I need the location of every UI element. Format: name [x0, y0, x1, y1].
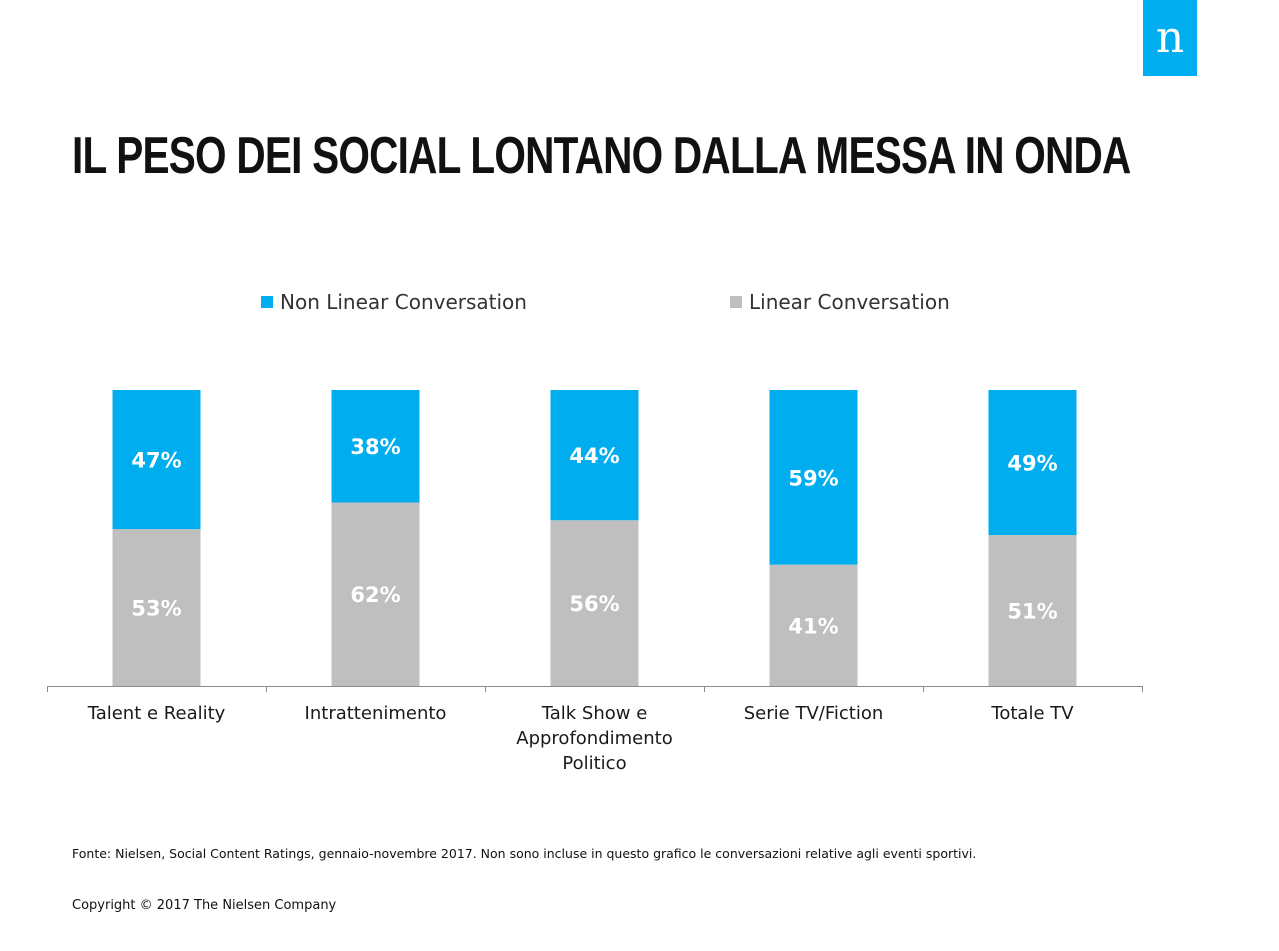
bar-linear-1	[112, 529, 201, 686]
copyright-note: Copyright © 2017 The Nielsen Company	[72, 898, 337, 913]
x-tick-label-1: Talent e Reality	[87, 703, 226, 724]
nielsen-logo: n	[1143, 0, 1197, 76]
page-title: IL PESO DEI SOCIAL LONTANO DALLA MESSA I…	[72, 127, 1131, 185]
legend-label-linear: Linear Conversation	[749, 290, 950, 314]
data-label-non-linear-4: 59%	[788, 466, 838, 490]
x-tick-label-3: Talk Show e Approfondimento Politico	[516, 703, 672, 774]
bar-non-linear-1	[112, 390, 201, 530]
legend-swatch-non-linear	[261, 296, 273, 308]
bar-non-linear-5	[988, 390, 1077, 536]
legend-swatch-linear	[730, 296, 742, 308]
data-label-non-linear-5: 49%	[1007, 452, 1057, 476]
data-label-non-linear-3: 44%	[569, 444, 619, 468]
x-tick-label-2: Intrattenimento	[305, 703, 447, 724]
bar-linear-4	[769, 564, 858, 686]
legend-item-non-linear: Non Linear Conversation	[261, 290, 527, 314]
bar-non-linear-2	[331, 390, 420, 503]
data-label-linear-1: 53%	[131, 597, 181, 621]
data-label-non-linear-1: 47%	[131, 449, 181, 473]
legend-item-linear: Linear Conversation	[730, 290, 950, 314]
x-tick-label-5: Totale TV	[990, 703, 1074, 724]
data-label-linear-3: 56%	[569, 592, 619, 616]
data-label-non-linear-2: 38%	[350, 435, 400, 459]
source-note: Fonte: Nielsen, Social Content Ratings, …	[72, 846, 977, 861]
bar-linear-2	[331, 502, 420, 686]
logo-letter: n	[1155, 12, 1185, 63]
x-tick-label-4: Serie TV/Fiction	[744, 703, 884, 724]
legend-label-non-linear: Non Linear Conversation	[280, 290, 527, 314]
data-label-linear-5: 51%	[1007, 600, 1057, 624]
bar-linear-3	[550, 520, 639, 686]
bar-non-linear-3	[550, 390, 639, 521]
bar-non-linear-4	[769, 390, 858, 565]
data-label-linear-2: 62%	[350, 583, 400, 607]
bar-linear-5	[988, 535, 1077, 686]
data-label-linear-4: 41%	[788, 614, 838, 638]
